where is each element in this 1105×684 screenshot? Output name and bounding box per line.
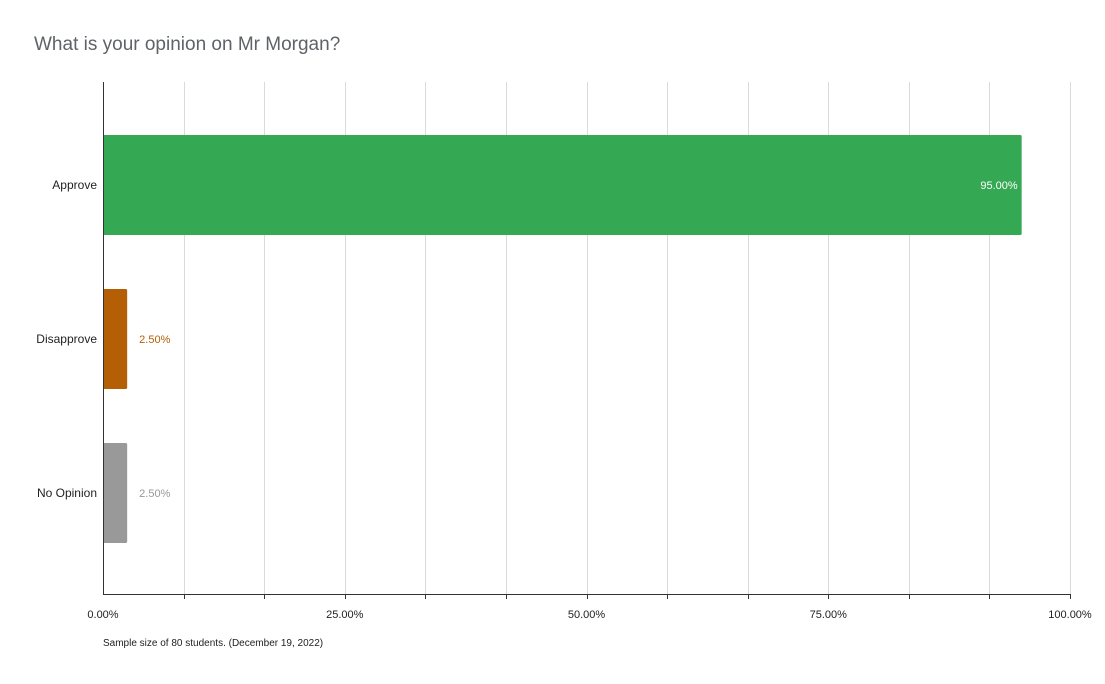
x-tick-label: 100.00% [1048, 609, 1092, 621]
category-label: Disapprove [36, 332, 97, 346]
data-label: 2.50% [139, 488, 170, 500]
data-label: 2.50% [139, 334, 170, 346]
chart-title: What is your opinion on Mr Morgan? [34, 34, 341, 55]
labels: Approve 95.00% Disapprove 2.50% No Opinion 2.… [36, 178, 1092, 621]
x-tick-label: 75.00% [810, 609, 848, 621]
bar-approve [103, 135, 1022, 235]
data-label: 95.00% [980, 180, 1018, 192]
chart-footnote: Sample size of 80 students. (December 19… [103, 638, 324, 649]
x-tick-label: 0.00% [87, 609, 118, 621]
bar-no-opinion [103, 443, 128, 543]
bar-disapprove [103, 289, 128, 389]
x-tick-label: 50.00% [568, 609, 606, 621]
bars [103, 135, 1022, 543]
axes [103, 82, 1071, 599]
category-label: No Opinion [37, 486, 97, 500]
x-tick-label: 25.00% [326, 609, 364, 621]
gridlines [184, 82, 1071, 594]
category-label: Approve [52, 178, 97, 192]
